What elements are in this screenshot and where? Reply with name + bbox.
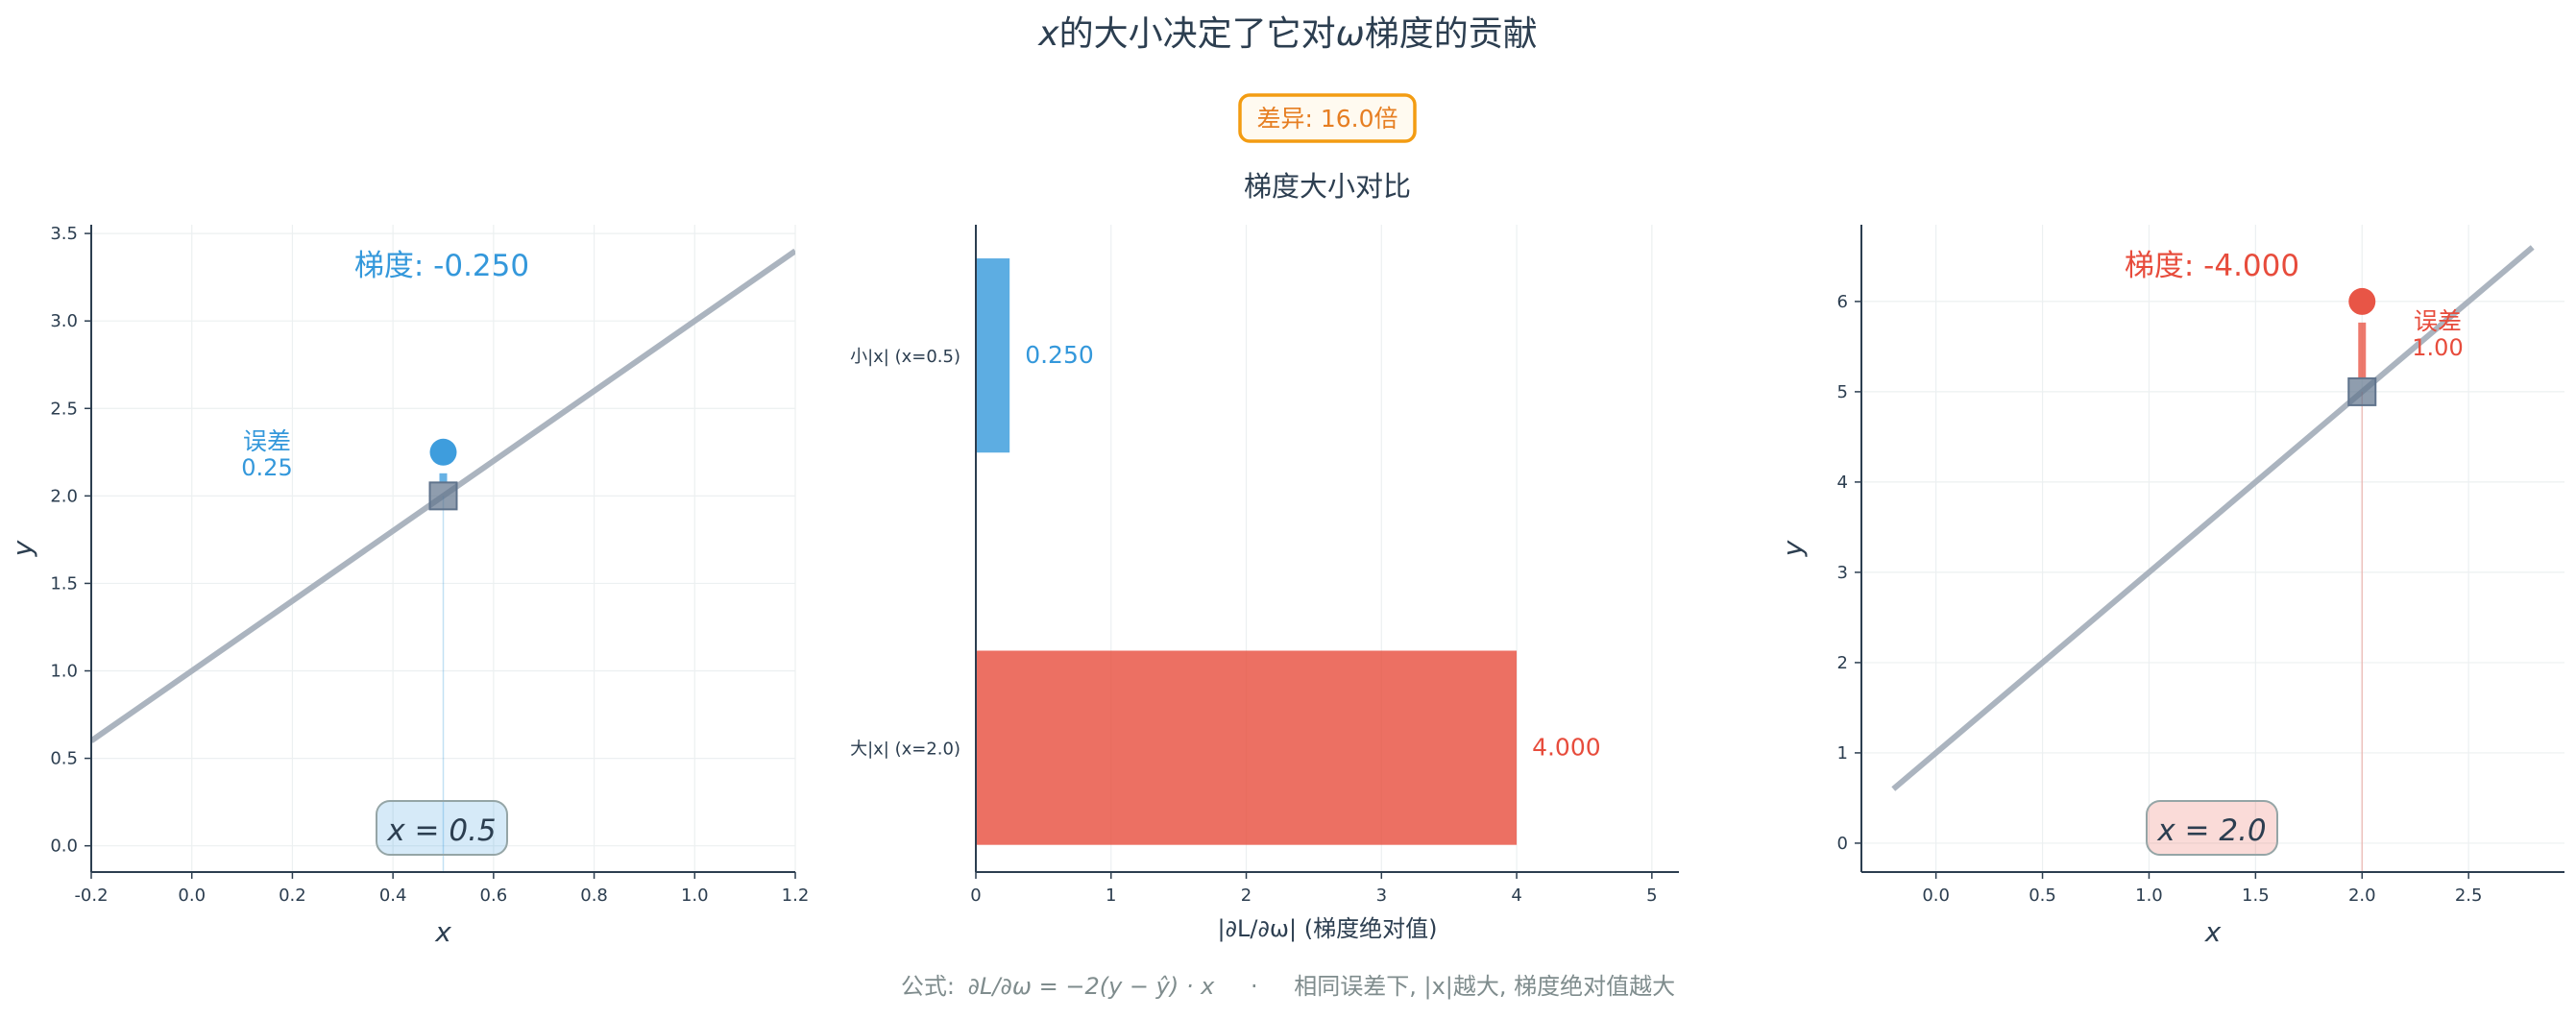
x-tick-label: 1.0: [2135, 886, 2163, 906]
error-label-title: 误差: [243, 427, 291, 455]
x-tick-label: 5: [1646, 886, 1657, 906]
x-tick-label: 2.0: [2348, 886, 2376, 906]
left-panel-chart: -0.2 0.0 0.2 0.4 0.6 0.8 1.0 1.2 0.0 0.5 1.0 1.5 2.0…: [7, 224, 809, 948]
bar-small-x: [976, 258, 1010, 453]
gradient-label: 梯度: -4.000: [2125, 249, 2299, 283]
category-label: 大|x| (x=2.0): [850, 740, 960, 760]
y-tick-label: 6: [1837, 292, 1848, 312]
category-label: 小|x| (x=0.5): [850, 347, 960, 367]
x-tick-label: 0.5: [2029, 886, 2056, 906]
x-value-badge: x = 0.5: [386, 813, 496, 848]
title-part2: 梯度的贡献: [1365, 14, 1538, 54]
x-axis-label: |∂L/∂ω| (梯度绝对值): [1218, 915, 1438, 942]
footer-prefix: 公式:: [901, 973, 955, 1000]
predicted-point: [2347, 376, 2377, 406]
x-tick-label: 1.2: [782, 886, 810, 906]
x-tick-label: 3: [1376, 886, 1387, 906]
y-tick-label: 2.5: [50, 399, 78, 419]
x-axis-label: x: [434, 916, 451, 948]
y-tick-label: 1.5: [50, 573, 78, 594]
y-tick-label: 3.5: [50, 224, 78, 244]
footer-formula-math: ∂L/∂ω = −2(y − ŷ) · x: [968, 973, 1216, 1000]
y-tick-label: 2.0: [50, 486, 78, 506]
y-tick-label: 3: [1837, 563, 1848, 583]
title-part1: 的大小决定了它对: [1059, 14, 1336, 54]
y-axis-label: y: [1777, 540, 1809, 557]
figure-title: x的大小决定了它对ω梯度的贡献: [1037, 14, 1538, 54]
x-tick-label: 0.4: [379, 886, 407, 906]
right-panel-chart: 0.0 0.5 1.0 1.5 2.0 2.5 0 1 2 3 4 5 6 x y 梯度: -4.000 误差1…: [1777, 225, 2564, 948]
x-tick-label: -0.2: [74, 886, 108, 906]
y-tick-label: 1: [1837, 743, 1848, 764]
title-omega: ω: [1336, 14, 1365, 54]
error-label-title: 误差: [2414, 307, 2462, 335]
y-tick-label: 0.0: [50, 837, 78, 857]
x-axis-label: x: [2204, 916, 2222, 948]
true-point: [2348, 287, 2376, 315]
error-label-value: 0.25: [241, 454, 292, 481]
bar-value-label: 4.000: [1532, 734, 1601, 762]
footer-note: 相同误差下, |x|越大, 梯度绝对值越大: [1294, 973, 1675, 1000]
x-tick-label: 1.5: [2242, 886, 2270, 906]
y-tick-label: 5: [1837, 382, 1848, 402]
x-tick-label: 0.2: [279, 886, 306, 906]
chart-title: 梯度大小对比: [1244, 170, 1411, 203]
x-tick-label: 2: [1241, 886, 1252, 906]
ratio-badge: 差异: 16.0倍: [1238, 93, 1417, 143]
x-tick-label: 0.0: [178, 886, 206, 906]
ratio-badge-box: [1238, 93, 1417, 143]
y-tick-label: 4: [1837, 473, 1848, 493]
bar-large-x: [976, 650, 1518, 845]
x-tick-label: 1: [1106, 886, 1116, 906]
x-value-badge-box: [376, 800, 508, 856]
y-tick-label: 0.5: [50, 749, 78, 769]
x-tick-label: 0.6: [480, 886, 508, 906]
y-axis-label: y: [7, 540, 38, 557]
middle-panel-chart: 0.250 小|x| (x=0.5) 4.000 大|x| (x=2.0) 0 1 2 3 4 5…: [850, 170, 1679, 942]
y-tick-label: 3.0: [50, 311, 78, 331]
regression-line: [1891, 245, 2535, 791]
x-tick-label: 2.5: [2455, 886, 2483, 906]
x-value-badge-box: [2146, 800, 2278, 856]
y-tick-label: 0: [1837, 834, 1848, 854]
x-tick-label: 1.0: [681, 886, 709, 906]
x-tick-label: 4: [1511, 886, 1521, 906]
true-point: [429, 438, 457, 466]
y-tick-label: 2: [1837, 653, 1848, 673]
footer-formula: 公式: ∂L/∂ω = −2(y − ŷ) · x · 相同误差下, |x|越大…: [901, 973, 1675, 1000]
x-value-badge: x = 2.0: [2156, 813, 2266, 848]
title-var-x: x: [1037, 14, 1059, 54]
x-tick-label: 0.8: [580, 886, 608, 906]
footer-separator: ·: [1251, 973, 1258, 1000]
x-tick-label: 0.0: [1922, 886, 1950, 906]
bar-value-label: 0.250: [1025, 341, 1094, 369]
y-tick-label: 1.0: [50, 662, 78, 682]
predicted-point: [428, 481, 458, 511]
gradient-label: 梯度: -0.250: [354, 249, 529, 283]
ratio-badge-text: 差异: 16.0倍: [1256, 105, 1397, 133]
x-tick-label: 0: [970, 886, 981, 906]
error-label-value: 1.00: [2412, 334, 2463, 361]
